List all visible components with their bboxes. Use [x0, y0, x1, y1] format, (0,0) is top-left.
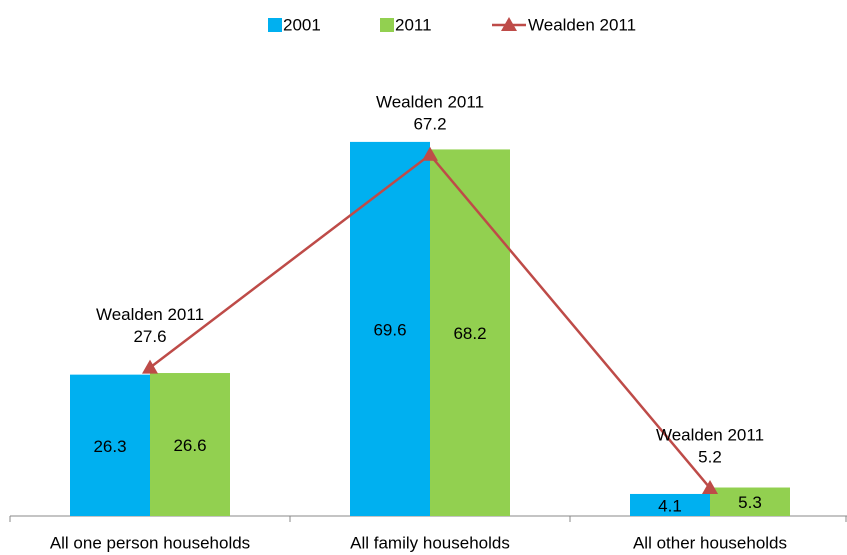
data-label-name: Wealden 2011 — [96, 305, 204, 324]
data-label: 68.2 — [453, 324, 486, 343]
x-tick-label: All one person households — [50, 533, 250, 552]
line-marker — [142, 359, 158, 374]
x-tick-label: All family households — [350, 533, 510, 552]
data-label: 67.2 — [413, 114, 446, 133]
bar — [710, 487, 790, 516]
bar — [70, 374, 150, 516]
legend-label: 2001 — [283, 15, 321, 34]
bar — [150, 373, 230, 516]
data-label: 5.3 — [738, 493, 762, 512]
legend-label: Wealden 2011 — [528, 15, 636, 34]
line-marker — [702, 480, 718, 495]
data-label: 4.1 — [658, 496, 682, 515]
legend-swatch — [380, 18, 394, 32]
data-label: 69.6 — [373, 320, 406, 339]
x-tick-label: All other households — [633, 533, 787, 552]
bar — [630, 493, 710, 516]
legend-marker — [501, 17, 517, 31]
legend-label: 2011 — [395, 15, 432, 34]
data-label: 26.3 — [93, 437, 126, 456]
data-label: 5.2 — [698, 448, 722, 467]
bar — [430, 149, 510, 517]
data-label-name: Wealden 2011 — [376, 92, 484, 111]
legend-swatch — [268, 18, 282, 32]
data-label: 26.6 — [173, 436, 206, 455]
data-label: 27.6 — [133, 327, 166, 346]
line-marker — [422, 146, 438, 161]
data-label-name: Wealden 2011 — [656, 426, 764, 445]
